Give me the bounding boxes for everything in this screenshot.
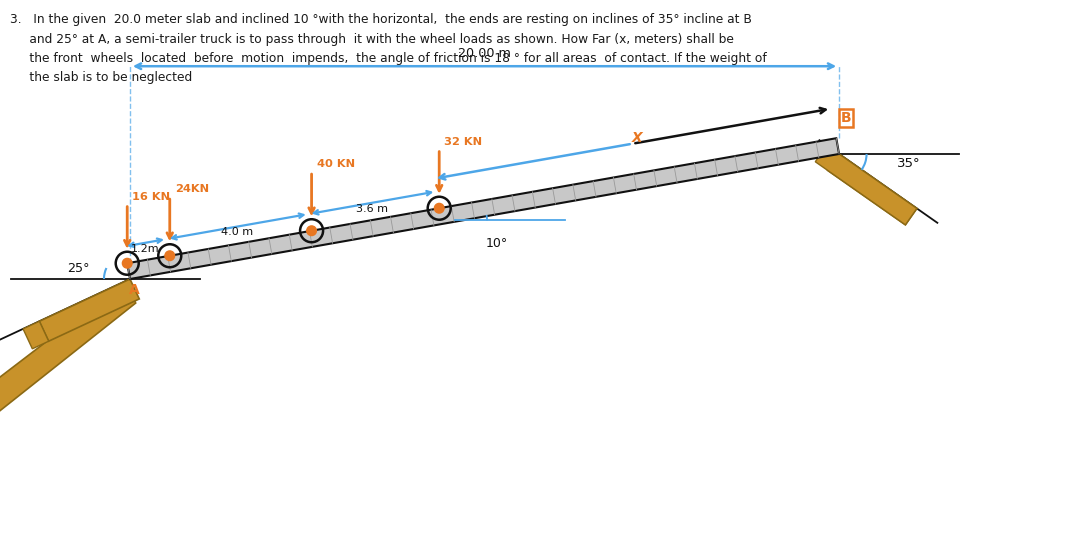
Polygon shape bbox=[815, 145, 917, 225]
Text: 3.   In the given  20.0 meter slab and inclined 10 °with the horizontal,  the en: 3. In the given 20.0 meter slab and incl… bbox=[10, 13, 752, 26]
Text: A: A bbox=[129, 283, 139, 297]
Text: the front  wheels  located  before  motion  impends,  the angle of friction is 1: the front wheels located before motion i… bbox=[10, 52, 767, 65]
Polygon shape bbox=[39, 279, 139, 341]
Text: 4.0 m: 4.0 m bbox=[221, 228, 253, 237]
Text: 24KN: 24KN bbox=[175, 184, 208, 195]
Text: 3.6 m: 3.6 m bbox=[355, 204, 388, 214]
Text: 1.2m: 1.2m bbox=[131, 244, 159, 253]
Circle shape bbox=[122, 258, 132, 268]
Text: B: B bbox=[840, 111, 851, 125]
Polygon shape bbox=[127, 138, 839, 279]
Circle shape bbox=[165, 251, 175, 261]
Text: 25°: 25° bbox=[67, 262, 90, 276]
Circle shape bbox=[434, 203, 444, 213]
Text: 40 KN: 40 KN bbox=[316, 159, 354, 169]
Text: the slab is to be neglected: the slab is to be neglected bbox=[10, 72, 192, 84]
Text: and 25° at A, a semi-trailer truck is to pass through  it with the wheel loads a: and 25° at A, a semi-trailer truck is to… bbox=[10, 33, 734, 46]
Circle shape bbox=[307, 226, 316, 236]
Polygon shape bbox=[0, 281, 136, 434]
Text: 35°: 35° bbox=[897, 158, 921, 170]
Text: X: X bbox=[632, 131, 643, 145]
Text: 20.00 m: 20.00 m bbox=[458, 47, 511, 60]
Text: 32 KN: 32 KN bbox=[444, 137, 483, 147]
Text: 16 KN: 16 KN bbox=[132, 192, 171, 202]
Polygon shape bbox=[23, 321, 49, 349]
Polygon shape bbox=[827, 154, 917, 225]
Text: 10°: 10° bbox=[485, 237, 508, 251]
